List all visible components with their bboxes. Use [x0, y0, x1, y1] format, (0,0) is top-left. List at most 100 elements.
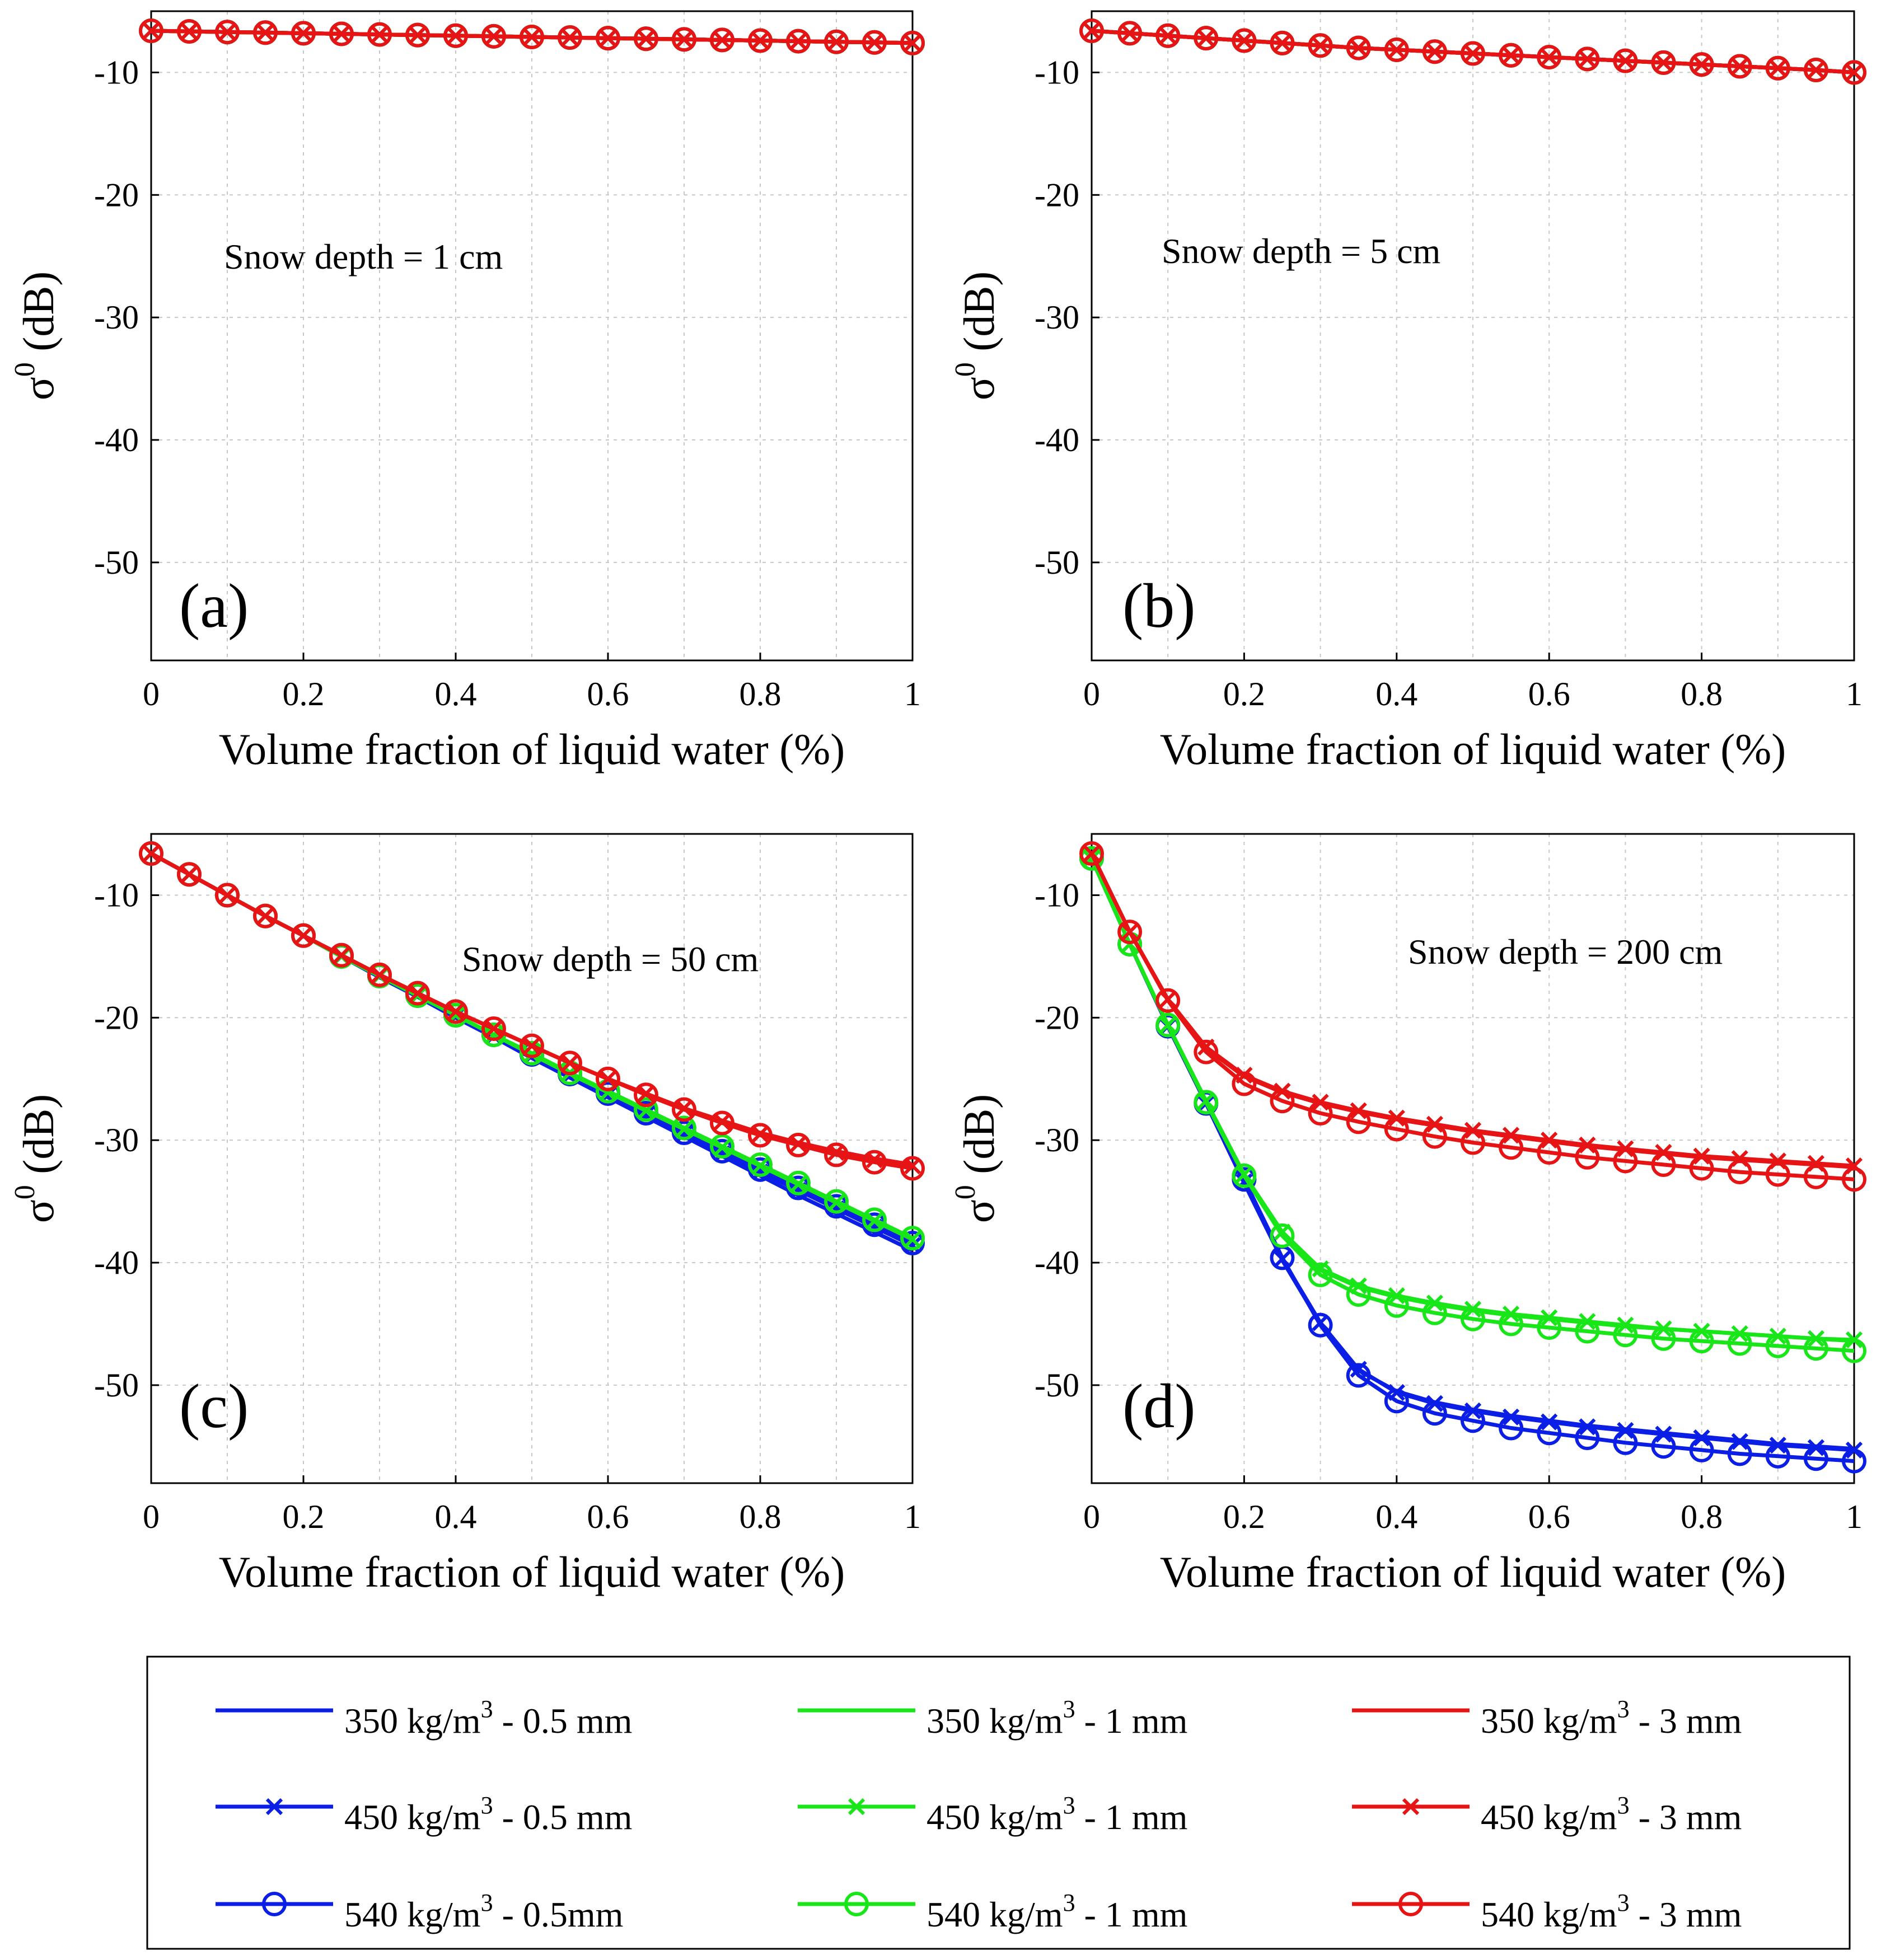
data-point — [1575, 46, 1600, 72]
data-point — [1422, 1124, 1447, 1149]
data-point — [1308, 1262, 1333, 1287]
data-point — [1079, 841, 1104, 866]
x-tick-label: 0 — [1083, 1498, 1100, 1535]
series-8 — [139, 841, 925, 1181]
data-point — [900, 1156, 925, 1181]
data-point — [1461, 41, 1485, 66]
data-point — [1194, 26, 1219, 51]
data-point — [1842, 1167, 1866, 1192]
legend-label: 350 kg/m3 - 3 mm — [1481, 1695, 1742, 1741]
y-tick-label: -10 — [94, 54, 139, 91]
data-point — [634, 1097, 658, 1122]
data-point — [443, 999, 468, 1024]
data-point — [710, 1134, 734, 1159]
axes-frame — [150, 10, 914, 662]
data-point — [1842, 1448, 1866, 1474]
data-point — [1537, 1420, 1562, 1446]
data-point — [1346, 1363, 1371, 1388]
data-point — [1537, 45, 1562, 70]
y-tick-label: -30 — [94, 299, 139, 336]
legend-label: 450 kg/m3 - 3 mm — [1481, 1792, 1742, 1837]
x-tick-label: 0.2 — [1223, 1498, 1265, 1535]
data-point — [1194, 1090, 1219, 1115]
data-point — [1727, 1331, 1752, 1356]
data-point — [862, 1150, 887, 1175]
data-point — [1422, 1401, 1447, 1426]
y-tick-label: -40 — [1035, 1244, 1079, 1281]
x-tick-label: 0.8 — [1681, 1498, 1723, 1535]
legend-item: 450 kg/m3 - 0.5 mm — [216, 1792, 632, 1837]
data-point — [1461, 1130, 1485, 1155]
data-point — [634, 1082, 658, 1108]
panel-label: (a) — [179, 571, 249, 641]
data-point — [481, 24, 506, 49]
data-point — [1842, 1338, 1866, 1363]
data-point — [1270, 30, 1295, 55]
data-point — [1346, 1282, 1371, 1307]
data-point — [786, 1132, 811, 1157]
data-point — [177, 862, 202, 887]
y-tick-label: -20 — [94, 999, 139, 1036]
data-point — [1765, 1162, 1790, 1187]
data-point — [1499, 1311, 1524, 1337]
axes-frame — [1091, 10, 1855, 662]
data-point — [139, 18, 163, 44]
data-point — [1308, 33, 1333, 58]
data-point — [1845, 64, 1863, 81]
y-axis-label: σ0 (dB) — [949, 1094, 1003, 1223]
data-point — [1651, 1326, 1676, 1351]
y-axis-label: σ0 (dB) — [949, 271, 1003, 401]
data-point — [1575, 1319, 1600, 1344]
series-8 — [1079, 841, 1866, 1192]
y-tick-label: -50 — [94, 1367, 139, 1404]
data-point — [1232, 1071, 1257, 1096]
data-point — [1842, 60, 1866, 85]
data-point — [1384, 1293, 1409, 1318]
series-8 — [139, 18, 925, 55]
data-point — [1689, 52, 1714, 77]
data-point — [1613, 1148, 1638, 1174]
x-tick-label: 0.2 — [283, 676, 325, 712]
snow-depth-annotation: Snow depth = 200 cm — [1408, 932, 1723, 972]
legend-item: 540 kg/m3 - 3 mm — [1352, 1889, 1742, 1934]
x-tick-label: 0.2 — [1223, 676, 1265, 712]
legend: 350 kg/m3 - 0.5 mm 450 kg/m3 - 0.5 mm 540 … — [146, 1656, 1851, 1950]
x-tick-label: 0.6 — [587, 676, 629, 712]
data-point — [558, 25, 582, 50]
data-point — [1727, 54, 1752, 79]
data-point — [904, 34, 921, 52]
data-point — [1537, 1140, 1562, 1165]
x-tick-label: 0.8 — [1681, 676, 1723, 712]
data-point — [1613, 48, 1638, 73]
y-tick-label: -20 — [94, 176, 139, 213]
data-point — [1803, 58, 1828, 83]
data-point — [1575, 1145, 1600, 1170]
data-point — [1194, 1039, 1219, 1065]
data-point — [1155, 1012, 1181, 1038]
y-tick-label: -20 — [1035, 999, 1079, 1036]
x-tick-label: 0.4 — [435, 676, 477, 712]
y-tick-label: -40 — [94, 421, 139, 458]
x-tick-label: 0.8 — [740, 1498, 782, 1535]
y-axis-label: σ0 (dB) — [9, 271, 63, 401]
data-point — [1461, 1306, 1485, 1331]
data-point — [1803, 1336, 1828, 1361]
data-point — [900, 1226, 925, 1251]
x-tick-label: 0.8 — [740, 676, 782, 712]
data-point — [558, 1051, 582, 1076]
series-line — [1089, 857, 1855, 1353]
data-point — [1346, 1109, 1371, 1134]
data-point — [1689, 1437, 1714, 1462]
data-point — [291, 923, 316, 948]
data-point — [291, 21, 316, 46]
legend-item: 350 kg/m3 - 1 mm — [798, 1695, 1187, 1741]
x-tick-label: 0.4 — [1375, 676, 1417, 712]
legend-marker — [1402, 1798, 1420, 1816]
snow-depth-annotation: Snow depth = 50 cm — [462, 939, 759, 979]
legend-item: 540 kg/m3 - 0.5mm — [216, 1889, 623, 1934]
y-tick-label: -30 — [1035, 299, 1079, 336]
legend-item: 350 kg/m3 - 0.5 mm — [216, 1695, 632, 1741]
legend-label: 350 kg/m3 - 1 mm — [927, 1695, 1187, 1741]
y-tick-label: -50 — [94, 544, 139, 581]
